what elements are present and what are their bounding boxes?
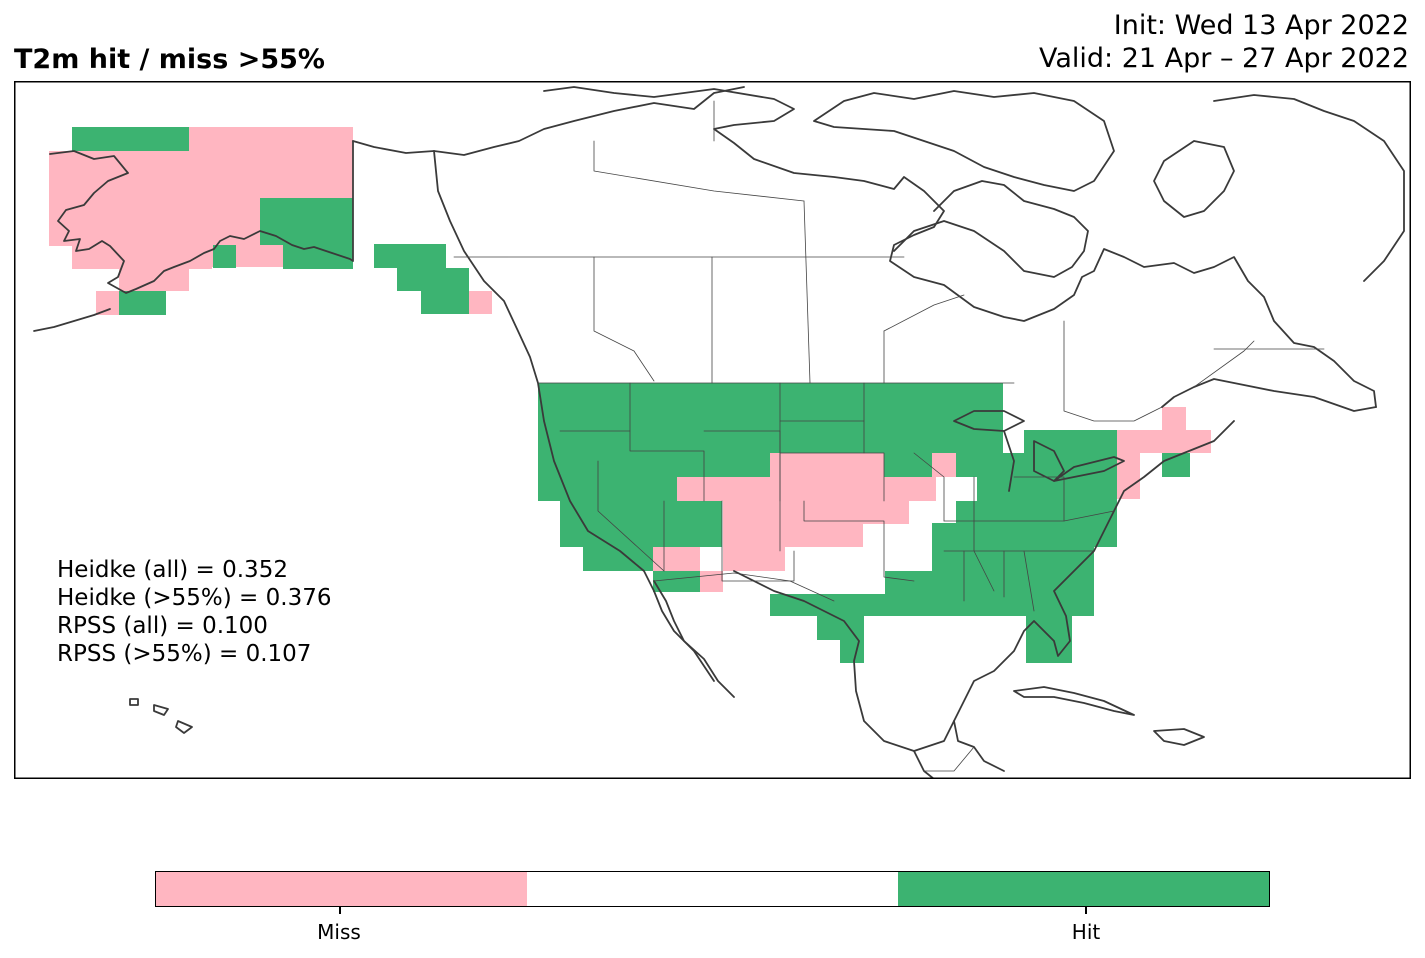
legend-colorbar bbox=[155, 871, 1270, 907]
map-lines bbox=[33, 86, 1405, 779]
hit-cell bbox=[932, 523, 1117, 547]
map-frame bbox=[14, 81, 1411, 779]
north-america-map[interactable] bbox=[14, 81, 1411, 779]
hit-cell bbox=[583, 547, 653, 571]
heidke-55: Heidke (>55%) = 0.376 bbox=[57, 585, 332, 611]
miss-cell bbox=[1140, 430, 1186, 453]
hit-cell bbox=[213, 245, 236, 268]
legend-miss-swatch bbox=[156, 872, 527, 906]
hit-cell bbox=[770, 594, 1094, 616]
map-title: T2m hit / miss >55% bbox=[14, 44, 325, 75]
hit-cell bbox=[374, 244, 446, 268]
miss-cell bbox=[677, 477, 936, 501]
miss-cell bbox=[72, 246, 212, 269]
legend-neutral-swatch bbox=[527, 872, 898, 906]
hit-cell bbox=[421, 291, 469, 314]
miss-cell bbox=[700, 571, 723, 592]
rpss-all: RPSS (all) = 0.100 bbox=[57, 613, 268, 639]
legend-tick-hit bbox=[1085, 907, 1087, 914]
legend-tick-miss bbox=[339, 907, 341, 914]
hit-cell bbox=[977, 430, 1003, 453]
map-panel[interactable]: Heidke (all) = 0.352 Heidke (>55%) = 0.3… bbox=[14, 81, 1411, 779]
hit-cell bbox=[1024, 430, 1140, 453]
miss-cell bbox=[1162, 407, 1186, 430]
hit-cell bbox=[1071, 477, 1117, 523]
skill-scores: Heidke (all) = 0.352 Heidke (>55%) = 0.3… bbox=[57, 556, 331, 668]
hit-cell bbox=[653, 571, 700, 592]
hit-cell bbox=[119, 291, 166, 315]
valid-period: Valid: 21 Apr – 27 Apr 2022 bbox=[1039, 43, 1409, 74]
hit-cell bbox=[72, 127, 189, 151]
panhandle-cells bbox=[374, 244, 492, 314]
legend-miss-label: Miss bbox=[317, 920, 361, 944]
hit-cell bbox=[840, 640, 864, 663]
miss-cell bbox=[1117, 430, 1140, 477]
miss-cell bbox=[653, 547, 700, 571]
miss-cell bbox=[49, 151, 189, 246]
hit-cell bbox=[560, 501, 722, 547]
hit-cell bbox=[977, 453, 1071, 523]
miss-cell bbox=[932, 453, 956, 477]
rpss-55: RPSS (>55%) = 0.107 bbox=[57, 641, 312, 667]
heidke-all: Heidke (all) = 0.352 bbox=[57, 557, 288, 583]
miss-cell bbox=[1186, 430, 1211, 453]
miss-cell bbox=[723, 501, 909, 524]
hit-cell bbox=[1026, 616, 1072, 663]
alaska-cells bbox=[49, 127, 353, 315]
legend-hit-swatch bbox=[898, 872, 1269, 906]
hit-cell bbox=[956, 501, 977, 523]
legend-hit-label: Hit bbox=[1071, 920, 1101, 944]
hit-cell bbox=[397, 268, 469, 291]
miss-cell bbox=[723, 547, 785, 571]
hit-cell bbox=[956, 453, 978, 477]
hit-cell bbox=[932, 547, 1094, 571]
miss-cell bbox=[723, 524, 863, 547]
hit-cell bbox=[538, 383, 1003, 453]
init-date: Init: Wed 13 Apr 2022 bbox=[1113, 10, 1409, 41]
miss-cell bbox=[770, 453, 884, 477]
miss-cell bbox=[469, 291, 492, 314]
